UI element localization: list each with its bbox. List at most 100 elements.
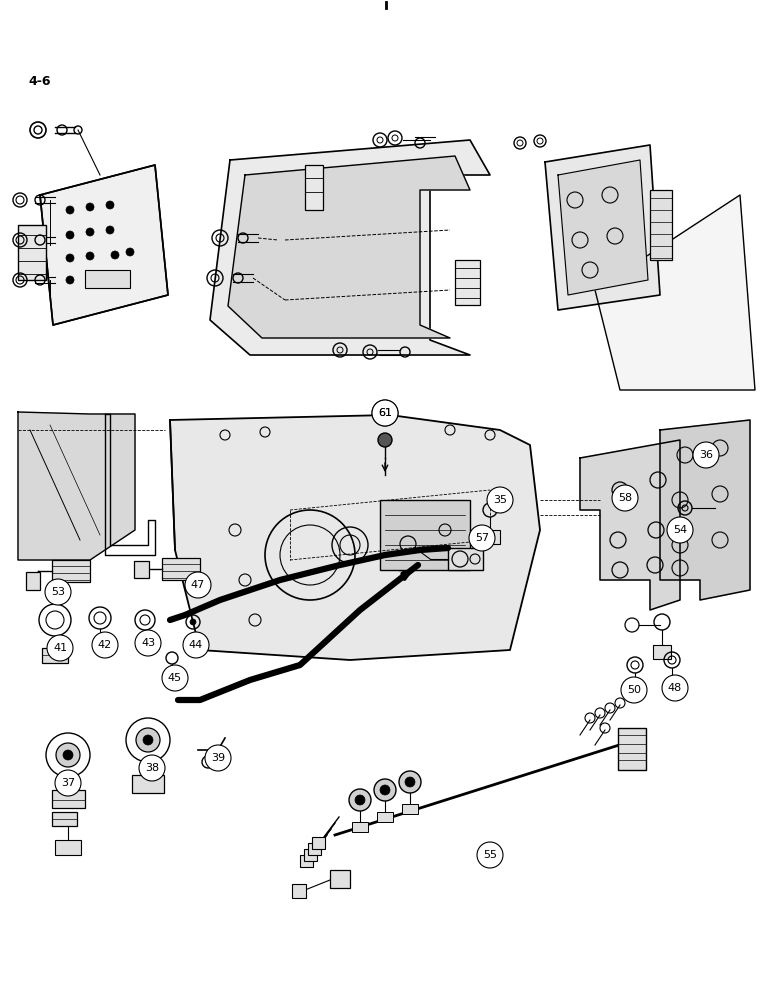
Text: 47: 47 xyxy=(191,580,205,590)
Bar xyxy=(42,648,68,663)
Text: 61: 61 xyxy=(378,408,392,418)
Bar xyxy=(132,775,164,793)
Bar xyxy=(650,190,672,260)
Text: 55: 55 xyxy=(483,850,497,860)
Polygon shape xyxy=(228,156,470,338)
Text: 44: 44 xyxy=(189,640,203,650)
Circle shape xyxy=(106,226,114,234)
Text: 38: 38 xyxy=(145,763,159,773)
Polygon shape xyxy=(660,420,750,600)
Circle shape xyxy=(162,665,188,691)
Circle shape xyxy=(47,635,73,661)
Bar xyxy=(380,500,470,570)
Text: 43: 43 xyxy=(141,638,155,648)
Circle shape xyxy=(667,517,693,543)
Bar xyxy=(448,548,483,570)
Polygon shape xyxy=(40,165,168,325)
Circle shape xyxy=(86,203,94,211)
Circle shape xyxy=(86,252,94,260)
Text: 35: 35 xyxy=(493,495,507,505)
Text: 54: 54 xyxy=(673,525,687,535)
Circle shape xyxy=(372,400,398,426)
Circle shape xyxy=(86,274,94,282)
Text: 48: 48 xyxy=(668,683,682,693)
Polygon shape xyxy=(210,140,490,355)
Circle shape xyxy=(349,789,371,811)
Circle shape xyxy=(143,735,153,745)
Circle shape xyxy=(56,743,80,767)
Bar xyxy=(480,530,500,544)
Text: 4-6: 4-6 xyxy=(28,75,50,88)
Circle shape xyxy=(477,842,503,868)
Bar xyxy=(455,260,480,305)
Bar xyxy=(52,560,90,582)
Circle shape xyxy=(139,755,165,781)
Polygon shape xyxy=(595,195,755,390)
Bar xyxy=(304,849,317,861)
Polygon shape xyxy=(580,440,680,610)
Circle shape xyxy=(135,630,161,656)
Text: 37: 37 xyxy=(61,778,75,788)
Bar xyxy=(162,558,200,580)
Text: 36: 36 xyxy=(699,450,713,460)
Bar xyxy=(18,225,46,280)
Bar xyxy=(330,870,350,888)
Circle shape xyxy=(355,795,365,805)
Bar xyxy=(653,645,671,659)
Circle shape xyxy=(66,254,74,262)
Circle shape xyxy=(66,231,74,239)
Bar xyxy=(292,884,306,898)
Text: 57: 57 xyxy=(475,533,489,543)
Bar xyxy=(134,561,149,578)
Circle shape xyxy=(469,525,495,551)
Polygon shape xyxy=(18,412,135,560)
Bar xyxy=(618,728,646,770)
Circle shape xyxy=(86,228,94,236)
Bar xyxy=(308,843,321,855)
Circle shape xyxy=(45,579,71,605)
Text: 45: 45 xyxy=(168,673,182,683)
Circle shape xyxy=(378,433,392,447)
Circle shape xyxy=(372,400,398,426)
Circle shape xyxy=(399,771,421,793)
Circle shape xyxy=(106,201,114,209)
Circle shape xyxy=(693,442,719,468)
Circle shape xyxy=(621,677,647,703)
Bar xyxy=(377,812,393,822)
Circle shape xyxy=(66,206,74,214)
Circle shape xyxy=(66,276,74,284)
Bar xyxy=(312,837,325,849)
Bar xyxy=(402,804,418,814)
Bar xyxy=(85,270,130,288)
Circle shape xyxy=(111,251,119,259)
Circle shape xyxy=(95,640,105,650)
Circle shape xyxy=(185,572,211,598)
Circle shape xyxy=(183,632,209,658)
Bar xyxy=(300,855,313,867)
Text: 41: 41 xyxy=(53,643,67,653)
Circle shape xyxy=(92,632,118,658)
Circle shape xyxy=(374,779,396,801)
Polygon shape xyxy=(545,145,660,310)
Circle shape xyxy=(405,777,415,787)
Bar xyxy=(352,822,368,832)
Circle shape xyxy=(63,750,73,760)
Bar xyxy=(52,790,85,808)
Circle shape xyxy=(136,728,160,752)
Circle shape xyxy=(380,785,390,795)
Polygon shape xyxy=(170,415,540,660)
Circle shape xyxy=(205,745,231,771)
Bar xyxy=(52,812,77,826)
Circle shape xyxy=(487,487,513,513)
Text: 53: 53 xyxy=(51,587,65,597)
Bar xyxy=(26,572,40,590)
Bar xyxy=(305,165,323,210)
Circle shape xyxy=(126,248,134,256)
Circle shape xyxy=(190,619,196,625)
Text: 42: 42 xyxy=(98,640,112,650)
Circle shape xyxy=(662,675,688,701)
Text: 50: 50 xyxy=(627,685,641,695)
Circle shape xyxy=(55,770,81,796)
Bar xyxy=(55,840,81,855)
Polygon shape xyxy=(558,160,648,295)
